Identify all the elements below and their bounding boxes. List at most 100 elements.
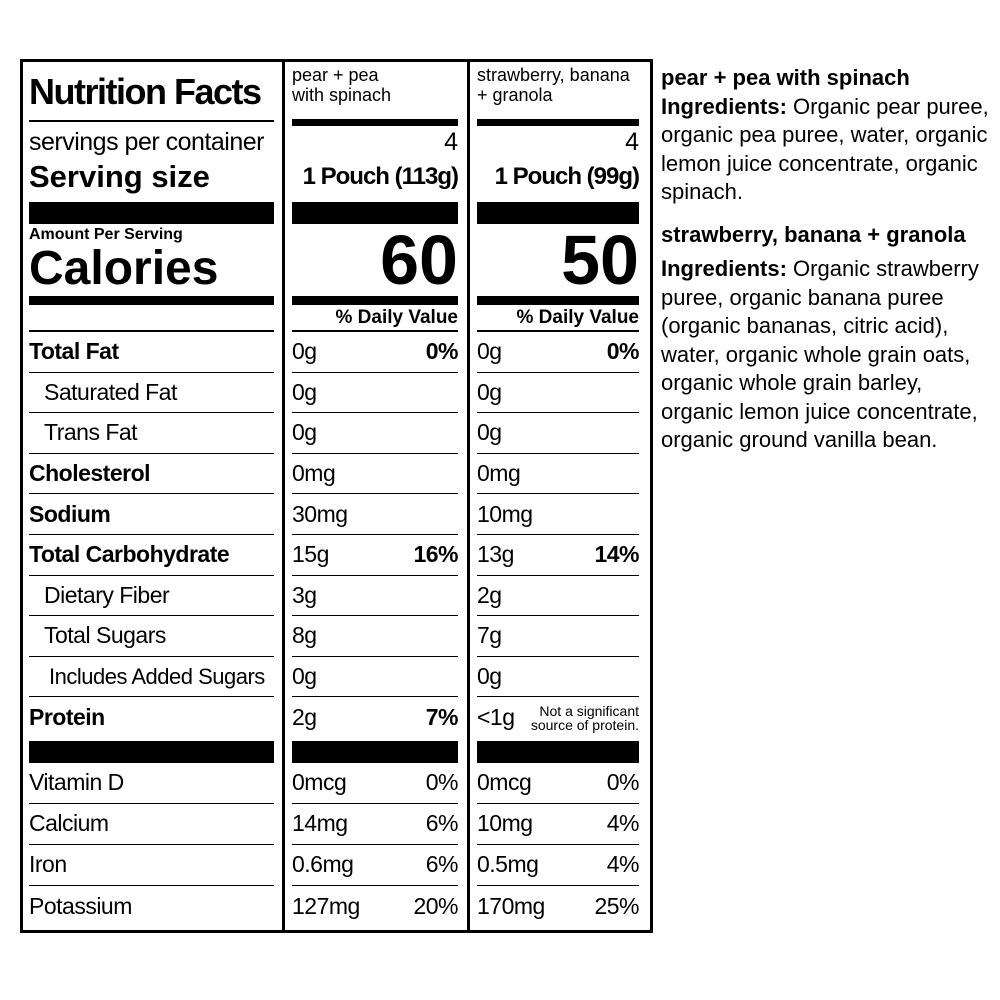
- nutrient-name: Total Fat: [29, 338, 119, 365]
- column-divider: [467, 59, 470, 933]
- nutrient-amount: 0g: [477, 378, 502, 405]
- nutrient-amount: 0g: [292, 338, 317, 365]
- servings-label: servings per container: [29, 128, 264, 156]
- medium-divider: [477, 296, 639, 305]
- vitamin-row: Potassium: [29, 886, 274, 927]
- column-divider: [282, 59, 285, 933]
- nutrient-value-row: 8g: [292, 616, 458, 657]
- ingredients-list: Organic pear puree, organic pea puree, w…: [661, 93, 989, 205]
- nutrient-value-row: 10mg: [477, 494, 639, 535]
- nutrient-value-row: 2g: [477, 576, 639, 617]
- serving-size-label: Serving size: [29, 159, 210, 194]
- product-name-text: strawberry, banana + granola: [477, 65, 630, 105]
- nutrient-name: Dietary Fiber: [44, 581, 170, 608]
- nutrient-name: Trans Fat: [44, 419, 138, 446]
- thick-divider: [292, 119, 458, 126]
- vitamin-daily-value: 6%: [425, 851, 459, 878]
- product-name: strawberry, banana + granola: [477, 65, 639, 105]
- vitamin-value-row: 0.5mg 4%: [477, 845, 640, 886]
- vitamin-value-row: 170mg 25%: [477, 886, 639, 927]
- nutrient-value-row: 0g: [477, 657, 639, 698]
- servings-count: 4: [444, 128, 458, 156]
- nutrient-amount: 0g: [292, 378, 317, 405]
- vitamin-name: Calcium: [29, 810, 109, 837]
- nutrient-row: Total Sugars: [29, 616, 274, 657]
- calories-value: 60: [380, 224, 458, 296]
- nutrient-name: Saturated Fat: [44, 378, 177, 405]
- nutrient-row: Dietary Fiber: [29, 576, 274, 617]
- vitamin-value-row: 0mcg 0%: [477, 763, 640, 804]
- serving-size-text: 1 Pouch (99g): [494, 163, 640, 190]
- vitamin-row: Vitamin D: [29, 763, 274, 804]
- nutrient-value-row: 0mg: [477, 454, 639, 495]
- ingredients-product-name: pear + pea with spinach: [661, 65, 910, 90]
- ingredients-text: Ingredients: Organic strawberry puree, o…: [661, 255, 991, 455]
- servings-value: 4: [625, 126, 639, 158]
- nutrient-name: Protein: [29, 704, 105, 731]
- vitamin-amount: 0mcg: [292, 769, 347, 796]
- product-name-text: pear + pea with spinach: [292, 65, 392, 105]
- calories-value: 50: [561, 224, 639, 296]
- nutrient-value-row: 2g 7%: [292, 697, 459, 738]
- nutrient-daily-value: 0%: [425, 338, 459, 365]
- nutrient-amount: 15g: [292, 541, 329, 568]
- vitamin-value-row: 127mg 20%: [292, 886, 458, 927]
- daily-value-header: % Daily Value: [335, 306, 458, 330]
- nutrient-value-row: 0g 0%: [292, 332, 459, 373]
- ingredients-panel: pear + pea with spinach Ingredients: Org…: [661, 64, 991, 455]
- product-column-pear-pea-spinach: pear + pea with spinach 4 1 Pouch (113g) 60…: [292, 62, 459, 930]
- vitamin-amount: 127mg: [292, 892, 360, 919]
- divider: [29, 120, 274, 122]
- medium-divider: [29, 296, 274, 305]
- nutrient-amount: <1g: [477, 704, 515, 731]
- nutrient-amount: 0g: [477, 663, 502, 690]
- label-column: Nutrition Facts servings per container S…: [29, 62, 274, 930]
- vitamin-amount: 170mg: [477, 892, 545, 919]
- nutrient-amount: 13g: [477, 541, 514, 568]
- nutrient-name: Includes Added Sugars: [49, 663, 265, 689]
- nutrient-daily-value: 16%: [413, 541, 458, 568]
- daily-value-label: % Daily Value: [335, 307, 458, 328]
- vitamin-amount: 0mcg: [477, 769, 532, 796]
- nutrient-amount: 10mg: [477, 500, 533, 527]
- nutrient-amount: 30mg: [292, 500, 348, 527]
- vitamin-value-row: 0.6mg 6%: [292, 845, 459, 886]
- thick-divider: [477, 741, 639, 763]
- nutrient-value-row: 13g 14%: [477, 535, 639, 576]
- nutrient-row: Protein: [29, 697, 274, 738]
- divider: [292, 330, 458, 332]
- nutrient-daily-value: 14%: [594, 541, 639, 568]
- label-title: Nutrition Facts: [29, 71, 262, 112]
- ingredients-product-name: strawberry, banana + granola: [661, 221, 966, 247]
- nutrient-amount: 0g: [477, 419, 502, 446]
- serving-size-text: 1 Pouch (113g): [302, 163, 459, 190]
- nutrient-amount: 2g: [292, 704, 317, 731]
- vitamin-row: Calcium: [29, 804, 274, 845]
- vitamin-value-row: 0mcg 0%: [292, 763, 459, 804]
- divider: [29, 330, 274, 332]
- vitamin-amount: 0.6mg: [292, 851, 354, 878]
- serving-size-value: 1 Pouch (99g): [494, 160, 640, 194]
- ingredients-label: Ingredients:: [661, 256, 787, 281]
- nutrient-row: Saturated Fat: [29, 373, 274, 414]
- vitamin-name: Potassium: [29, 892, 132, 919]
- servings-value: 4: [444, 126, 458, 158]
- nutrient-amount: 0g: [477, 338, 502, 365]
- nutrient-amount: 0mg: [292, 460, 336, 487]
- servings-count: 4: [625, 128, 639, 156]
- divider: [477, 330, 639, 332]
- vitamin-value-row: 10mg 4%: [477, 804, 640, 845]
- nutrient-name: Sodium: [29, 500, 111, 527]
- ingredients-label: Ingredients:: [661, 93, 787, 119]
- ingredients-list: Organic strawberry puree, organic banana…: [661, 256, 979, 452]
- vitamin-name: Iron: [29, 851, 67, 878]
- vitamin-daily-value: 0%: [425, 769, 459, 796]
- nutrient-name: Total Sugars: [44, 622, 166, 649]
- nutrient-amount: 7g: [477, 622, 502, 649]
- nutrient-value-row: 0g 0%: [477, 332, 640, 373]
- nutrient-value-row: 0g: [477, 373, 639, 414]
- nutrient-amount: 0g: [292, 663, 317, 690]
- vitamin-daily-value: 4%: [606, 851, 640, 878]
- nutrient-amount: 3g: [292, 581, 317, 608]
- vitamin-name: Vitamin D: [29, 769, 124, 796]
